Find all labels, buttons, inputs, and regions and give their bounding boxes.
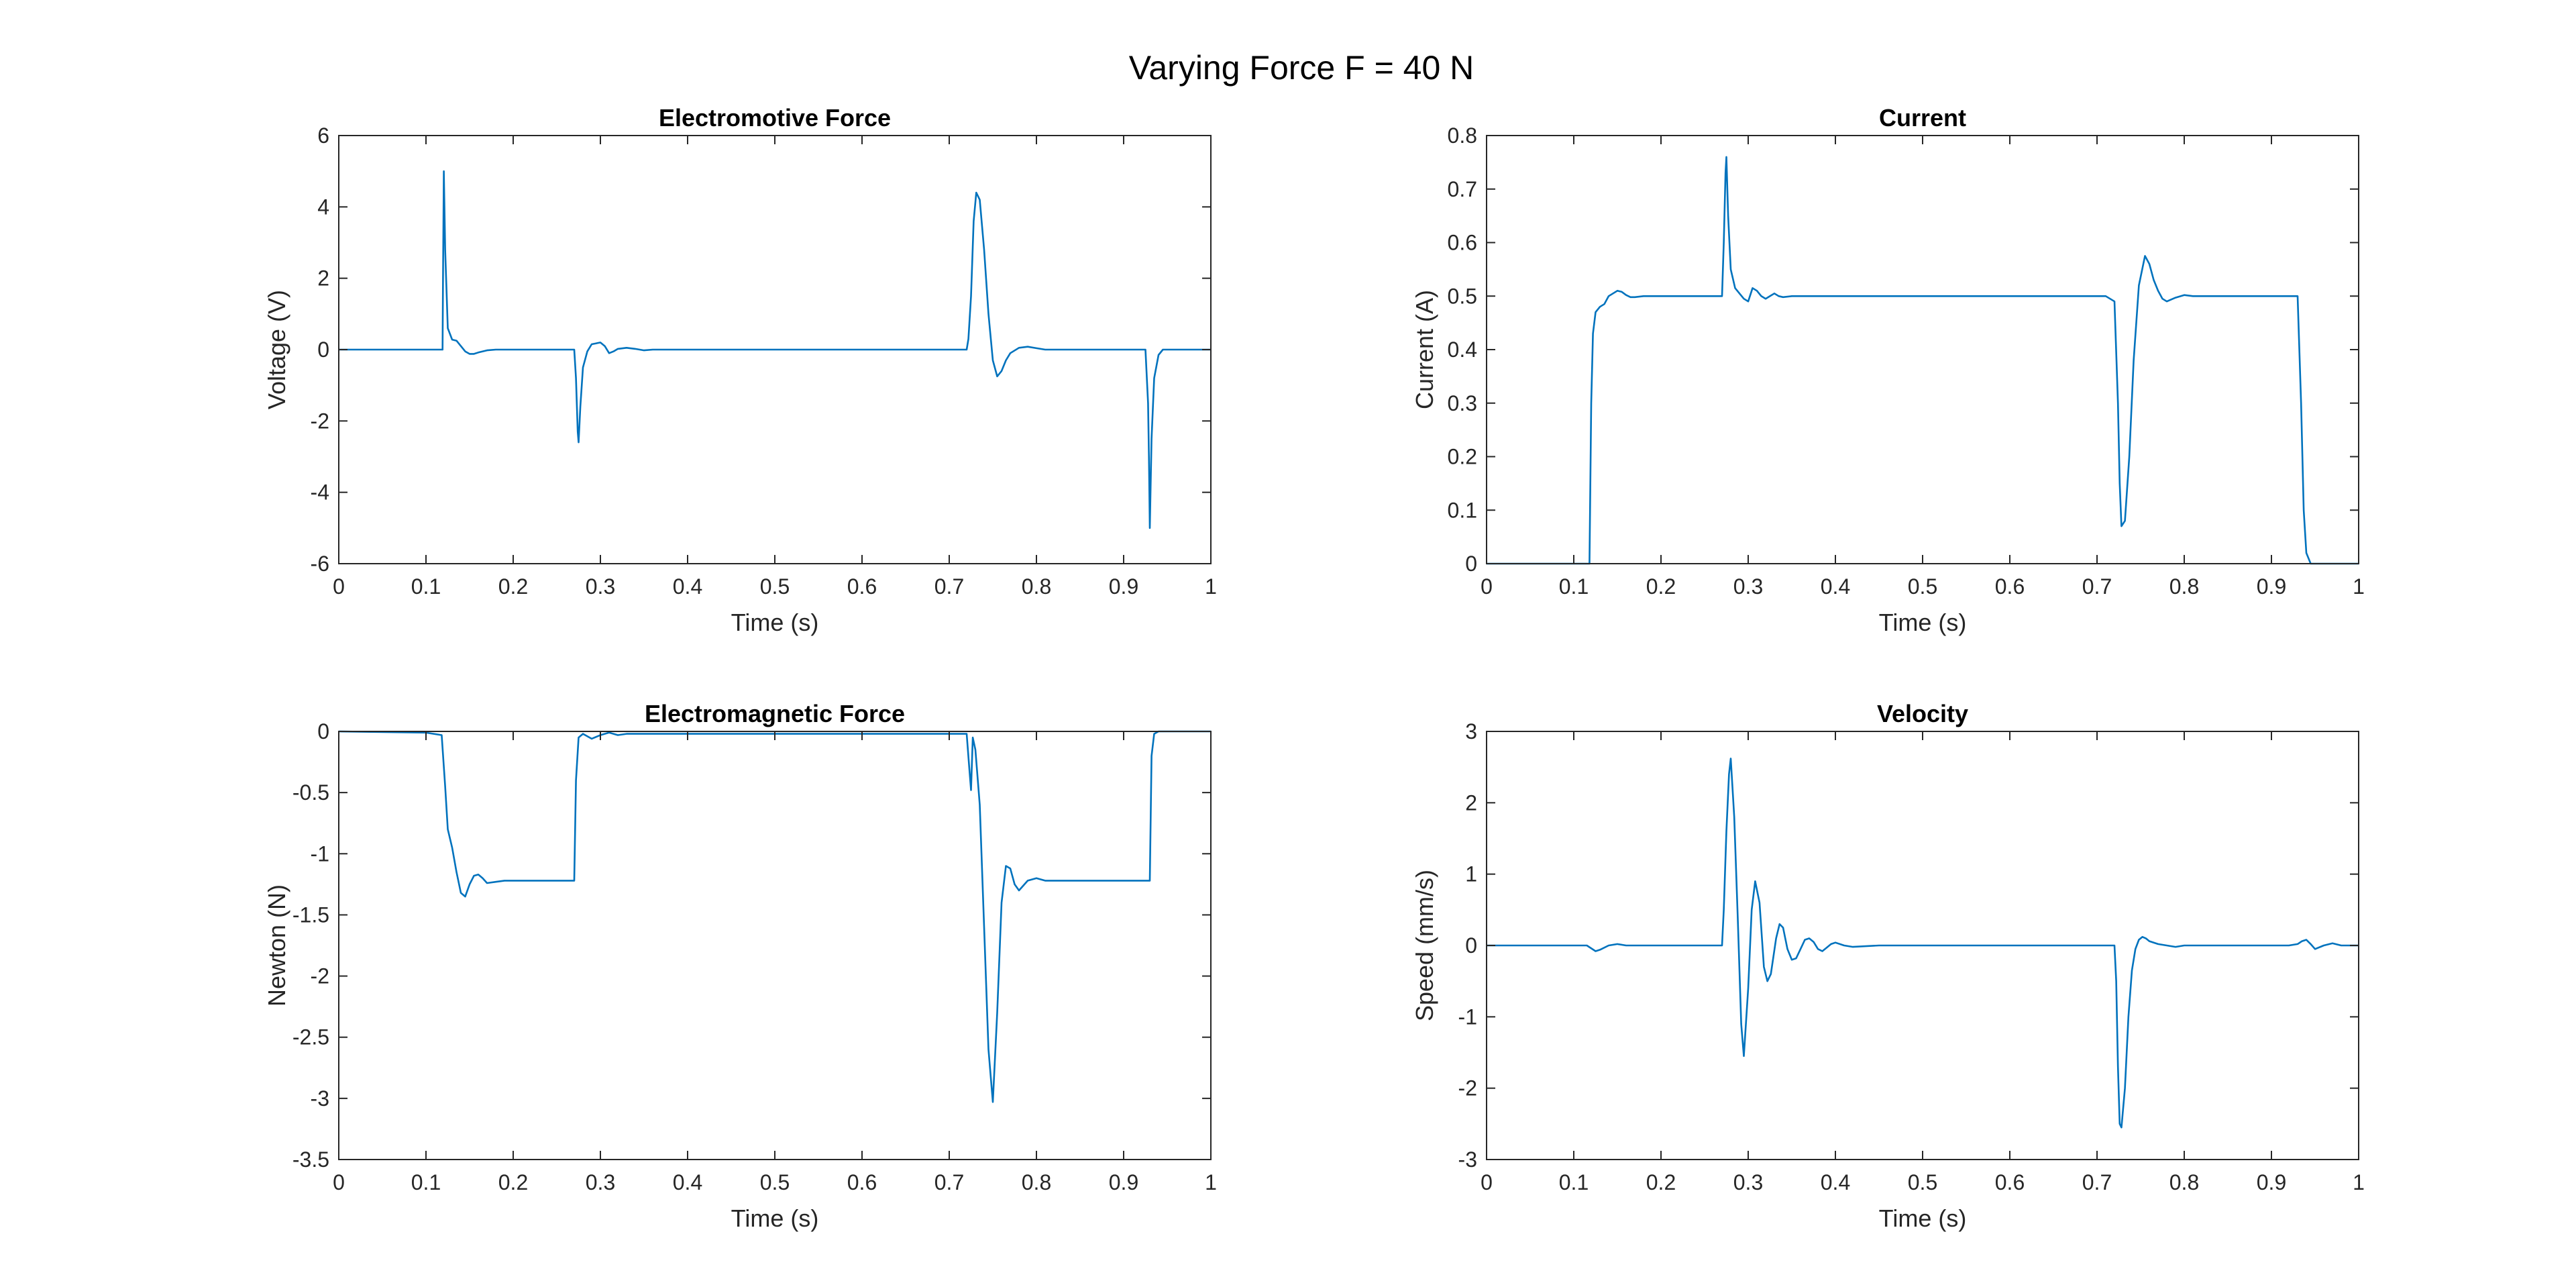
x-tick-label: 0.9 bbox=[2257, 1170, 2286, 1194]
y-tick-label: -2 bbox=[311, 409, 329, 433]
x-tick-label: 1 bbox=[1205, 574, 1217, 599]
y-tick-label: 1 bbox=[1465, 862, 1477, 886]
x-tick-label: 0.8 bbox=[2169, 1170, 2199, 1194]
electromagnetic-force-title: Electromagnetic Force bbox=[645, 700, 905, 727]
current-series-line bbox=[1487, 156, 2359, 565]
current-y-axis-label: Current (A) bbox=[1411, 290, 1438, 409]
x-tick-label: 0.9 bbox=[2257, 574, 2286, 599]
y-tick-label: 4 bbox=[317, 195, 329, 219]
x-tick-label: 0.4 bbox=[1821, 1170, 1850, 1194]
x-tick-label: 1 bbox=[1205, 1170, 1217, 1194]
x-tick-label: 0.8 bbox=[1022, 1170, 1051, 1194]
y-tick-label: -4 bbox=[311, 480, 329, 505]
x-tick-label: 0.6 bbox=[1995, 574, 2025, 599]
x-tick-label: 0.4 bbox=[673, 1170, 702, 1194]
y-tick-label: 0.2 bbox=[1448, 445, 1477, 469]
x-tick-label: 0.3 bbox=[1733, 574, 1763, 599]
x-tick-label: 0 bbox=[333, 1170, 345, 1194]
y-tick-label: 0 bbox=[1465, 552, 1477, 576]
x-tick-label: 0.4 bbox=[1821, 574, 1850, 599]
y-tick-label: -2 bbox=[311, 964, 329, 988]
x-tick-label: 0.6 bbox=[847, 574, 877, 599]
current-plot-area bbox=[1487, 136, 2359, 564]
electromotive-force-x-axis-label: Time (s) bbox=[731, 609, 819, 636]
electromotive-force-title: Electromotive Force bbox=[659, 104, 891, 132]
x-tick-label: 0 bbox=[1481, 1170, 1493, 1194]
x-tick-label: 0.5 bbox=[760, 1170, 790, 1194]
y-tick-label: 2 bbox=[317, 266, 329, 291]
x-tick-label: 0.2 bbox=[1646, 1170, 1676, 1194]
electromotive-force-chart: 0 0.1 0.2 0.3 0.4 0.5 0.6 0.7 0.8 0.9 1 -6 -4 -2 0 2 4 6 E… bbox=[263, 104, 1217, 636]
y-tick-label: -2 bbox=[1458, 1076, 1477, 1100]
y-tick-label: -1.5 bbox=[292, 903, 329, 927]
current-title: Current bbox=[1879, 104, 1966, 132]
x-tick-label: 0.7 bbox=[2082, 1170, 2112, 1194]
y-tick-label: 0.6 bbox=[1448, 231, 1477, 255]
y-tick-label: 0.1 bbox=[1448, 498, 1477, 522]
electromagnetic-force-x-axis-label: Time (s) bbox=[731, 1204, 819, 1232]
electromagnetic-force-series-line bbox=[338, 730, 1211, 1103]
x-tick-label: 0.1 bbox=[1559, 574, 1589, 599]
y-tick-label: 6 bbox=[317, 123, 329, 148]
x-tick-label: 0.4 bbox=[673, 574, 702, 599]
velocity-y-axis-label: Speed (mm/s) bbox=[1411, 870, 1438, 1021]
velocity-title: Velocity bbox=[1877, 700, 1968, 727]
y-tick-label: 0.8 bbox=[1448, 123, 1477, 148]
x-tick-label: 0 bbox=[333, 574, 345, 599]
velocity-series-line bbox=[1487, 758, 2359, 1129]
x-tick-label: 0.2 bbox=[498, 574, 528, 599]
y-tick-label: -3 bbox=[1458, 1147, 1477, 1172]
x-tick-label: 0.3 bbox=[1733, 1170, 1763, 1194]
x-tick-label: 0.5 bbox=[1908, 1170, 1937, 1194]
y-tick-label: 2 bbox=[1465, 790, 1477, 815]
velocity-x-axis-label: Time (s) bbox=[1879, 1204, 1967, 1232]
x-tick-label: 0.2 bbox=[498, 1170, 528, 1194]
y-tick-label: 0 bbox=[1465, 933, 1477, 958]
y-tick-label: -2.5 bbox=[292, 1025, 329, 1049]
figure-title: Varying Force F = 40 N bbox=[1129, 49, 1474, 87]
x-tick-label: 0.6 bbox=[847, 1170, 877, 1194]
x-tick-label: 0.1 bbox=[411, 574, 441, 599]
x-tick-label: 0.5 bbox=[1908, 574, 1937, 599]
electromotive-force-y-axis-label: Voltage (V) bbox=[263, 290, 290, 409]
x-tick-label: 0.8 bbox=[2169, 574, 2199, 599]
velocity-chart: 0 0.1 0.2 0.3 0.4 0.5 0.6 0.7 0.8 0.9 1 -3 -2 -1 0 1 2 3 V… bbox=[1411, 700, 2365, 1232]
y-tick-label: -1 bbox=[1458, 1005, 1477, 1029]
y-tick-label: 0 bbox=[317, 719, 329, 743]
y-tick-label: -6 bbox=[311, 552, 329, 576]
y-tick-label: -1 bbox=[311, 841, 329, 866]
y-tick-label: 0.4 bbox=[1448, 338, 1477, 362]
electromagnetic-force-plot-area bbox=[339, 731, 1211, 1160]
x-tick-label: 1 bbox=[2353, 574, 2365, 599]
x-tick-label: 0.6 bbox=[1995, 1170, 2025, 1194]
x-tick-label: 0.7 bbox=[934, 574, 964, 599]
x-tick-label: 0.7 bbox=[934, 1170, 964, 1194]
x-tick-label: 0.9 bbox=[1109, 1170, 1138, 1194]
y-tick-label: -3.5 bbox=[292, 1147, 329, 1172]
x-tick-label: 0.7 bbox=[2082, 574, 2112, 599]
electromotive-force-series-line bbox=[339, 170, 1211, 529]
x-tick-label: 0.1 bbox=[411, 1170, 441, 1194]
y-tick-label: 0 bbox=[317, 338, 329, 362]
y-tick-label: -3 bbox=[311, 1086, 329, 1111]
x-tick-label: 0.2 bbox=[1646, 574, 1676, 599]
y-tick-label: 0.5 bbox=[1448, 284, 1477, 308]
current-chart: 0 0.1 0.2 0.3 0.4 0.5 0.6 0.7 0.8 0.9 1 0 0.1 0.2 0.3 0… bbox=[1411, 104, 2365, 636]
electromagnetic-force-y-axis-label: Newton (N) bbox=[263, 884, 290, 1007]
x-tick-label: 0.3 bbox=[586, 1170, 615, 1194]
electromagnetic-force-chart: 0 0.1 0.2 0.3 0.4 0.5 0.6 0.7 0.8 0.9 1 -3.5 -3 -2.5 -… bbox=[263, 700, 1217, 1232]
y-tick-label: -0.5 bbox=[292, 780, 329, 805]
x-tick-label: 1 bbox=[2353, 1170, 2365, 1194]
y-tick-label: 0.3 bbox=[1448, 391, 1477, 415]
y-tick-label: 3 bbox=[1465, 719, 1477, 743]
current-x-axis-label: Time (s) bbox=[1879, 609, 1967, 636]
x-tick-label: 0.3 bbox=[586, 574, 615, 599]
x-tick-label: 0.9 bbox=[1109, 574, 1138, 599]
x-tick-label: 0.5 bbox=[760, 574, 790, 599]
x-tick-label: 0.8 bbox=[1022, 574, 1051, 599]
x-tick-label: 0 bbox=[1481, 574, 1493, 599]
y-tick-label: 0.7 bbox=[1448, 177, 1477, 201]
x-tick-label: 0.1 bbox=[1559, 1170, 1589, 1194]
